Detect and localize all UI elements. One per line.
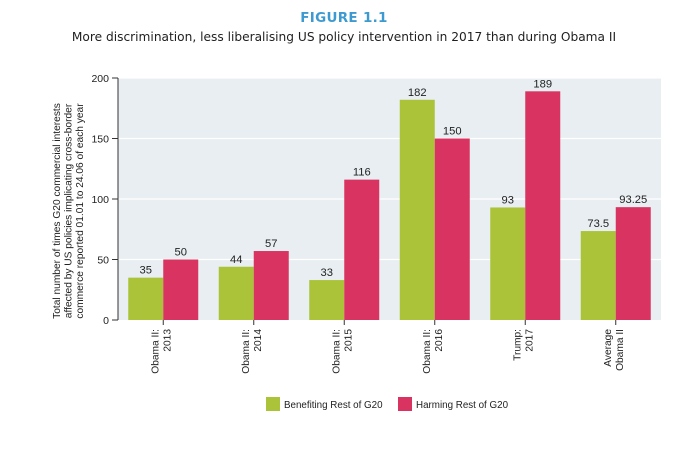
x-category-label: Obama II (615, 329, 626, 371)
data-label: 33 (321, 267, 333, 279)
y-axis-label: commerce reported 01.01 to 24.06 of each… (75, 103, 86, 319)
data-label: 182 (408, 87, 427, 99)
data-label: 44 (230, 254, 242, 266)
bar (615, 207, 651, 320)
data-label: 93 (502, 194, 514, 206)
data-label: 35 (140, 265, 152, 277)
data-label: 150 (443, 126, 462, 138)
bar (163, 259, 199, 320)
x-category-label: Obama II: (241, 329, 252, 374)
y-tick-label: 50 (97, 255, 109, 267)
bar (344, 179, 380, 320)
y-tick-label: 150 (91, 134, 109, 146)
data-label: 116 (353, 167, 371, 179)
legend-label: Harming Rest of G20 (416, 400, 509, 411)
y-axis-label: Total number of times G20 commercial int… (52, 103, 63, 319)
data-label: 93.25 (619, 194, 647, 206)
x-category-label: Obama II: (331, 329, 342, 374)
y-tick-label: 200 (91, 73, 109, 85)
bar (580, 231, 616, 320)
y-tick-label: 100 (91, 194, 109, 206)
legend-label: Benefiting Rest of G20 (284, 400, 383, 411)
data-label: 50 (175, 247, 187, 259)
bar (399, 99, 435, 320)
x-category-label: 2014 (253, 329, 264, 352)
bar (434, 138, 470, 320)
bar (525, 91, 561, 320)
bar (218, 266, 254, 320)
chart-title: More discrimination, less liberalising U… (71, 30, 617, 44)
data-label: 73.5 (587, 218, 609, 230)
data-label: 57 (265, 238, 277, 250)
bar (490, 207, 526, 320)
data-label: 189 (533, 78, 552, 90)
legend-swatch (266, 397, 280, 411)
figure-label: FIGURE 1.1 (300, 10, 388, 26)
x-category-label: Average (603, 329, 614, 367)
x-category-label: Trump: (512, 329, 523, 361)
x-category-label: Obama II: (422, 329, 433, 374)
x-category-label: Obama II: (150, 329, 161, 374)
y-tick-label: 0 (103, 315, 109, 327)
x-category-label: 2017 (524, 329, 535, 352)
x-category-label: 2015 (343, 329, 354, 352)
x-category-label: 2016 (434, 329, 445, 352)
y-axis-label: affected by US policies implicating cros… (64, 103, 75, 318)
bar (309, 280, 345, 320)
bar (253, 251, 289, 320)
bar (128, 277, 164, 320)
x-category-label: 2013 (162, 329, 173, 352)
legend-swatch (398, 397, 412, 411)
